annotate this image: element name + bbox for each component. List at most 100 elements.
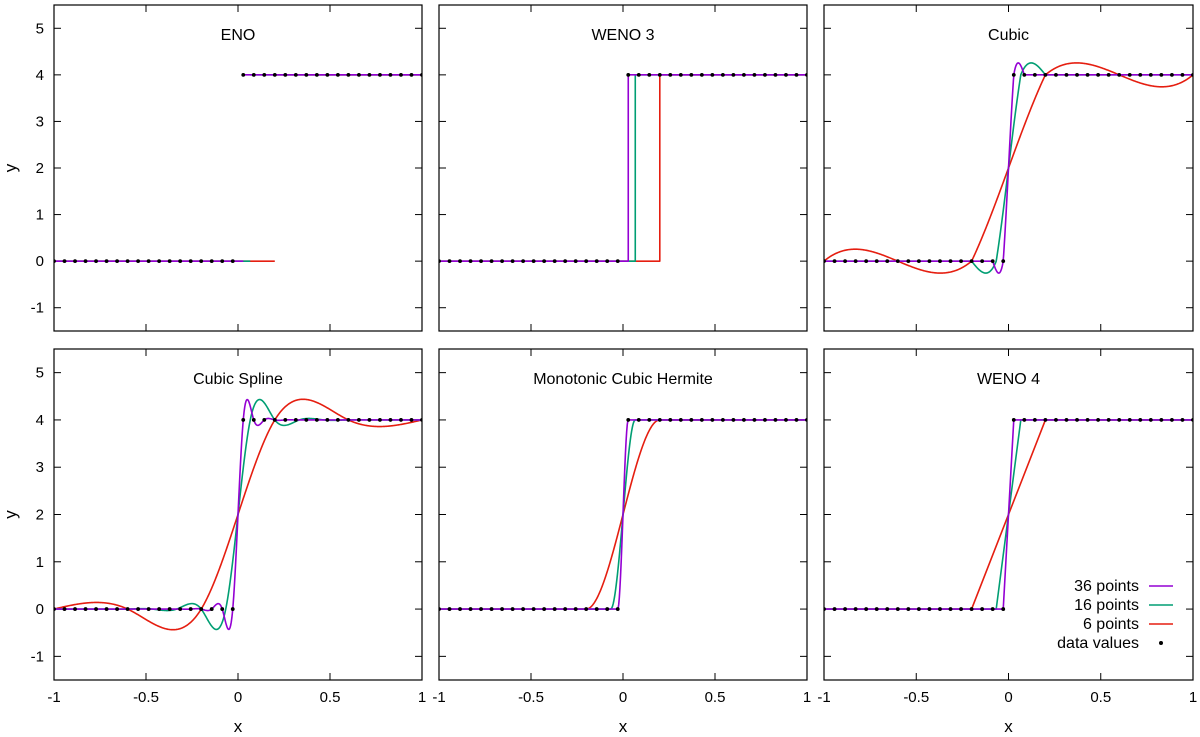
data-point (563, 259, 568, 264)
y-tick-label: 2 (36, 160, 44, 177)
data-point (188, 607, 193, 611)
data-point (594, 607, 599, 611)
legend-label: 6 points (1083, 616, 1139, 633)
data-point (853, 607, 858, 611)
panel-frame (823, 4, 1194, 332)
data-point (773, 418, 778, 422)
data-point (479, 607, 483, 611)
data-point (1138, 72, 1143, 77)
data-point (1106, 418, 1111, 422)
data-point (1054, 72, 1058, 77)
legend-label: data values (1057, 635, 1139, 652)
data-point (731, 418, 736, 422)
data-point (178, 259, 183, 264)
panel-title: ENO (221, 27, 256, 44)
data-point (552, 259, 557, 264)
legend-label: 16 points (1074, 597, 1139, 614)
data-point (678, 72, 683, 77)
data-point (980, 607, 985, 611)
data-point (241, 72, 246, 77)
legend-marker (1159, 641, 1163, 645)
data-point (990, 259, 995, 264)
data-point (510, 607, 515, 611)
data-point (731, 72, 736, 77)
data-point (969, 607, 974, 611)
data-point (773, 72, 778, 77)
x-tick-label: 1 (418, 689, 426, 706)
data-point (699, 72, 704, 77)
y-tick-label: -1 (31, 300, 44, 317)
y-tick-label: 1 (36, 207, 44, 224)
data-point (1001, 259, 1006, 264)
data-point (293, 72, 298, 77)
series-line-6-points (439, 74, 807, 262)
panel-title: Cubic Spline (193, 371, 283, 388)
y-tick-label: 4 (36, 412, 44, 429)
data-point (552, 607, 557, 611)
data-point (73, 259, 77, 264)
series-line-16-points (439, 74, 807, 262)
data-point (885, 607, 890, 611)
panel-title: Cubic (988, 27, 1029, 44)
data-point (272, 418, 277, 422)
data-point (62, 607, 67, 611)
series-line-36-points (439, 419, 807, 610)
x-axis-label: x (234, 717, 243, 736)
y-tick-label: -1 (31, 648, 44, 665)
data-point (83, 607, 88, 611)
x-axis-label: x (619, 717, 628, 736)
data-point (230, 607, 235, 611)
x-tick-label: 0.5 (705, 689, 726, 706)
data-point (1148, 418, 1153, 422)
data-point (479, 259, 483, 264)
x-tick-label: 0 (234, 689, 242, 706)
data-point (1022, 72, 1027, 77)
data-point (500, 259, 504, 264)
data-point (832, 259, 837, 264)
data-point (794, 418, 799, 422)
y-tick-label: 1 (36, 554, 44, 571)
data-point (262, 72, 267, 77)
data-point (699, 418, 704, 422)
legend-label: 36 points (1074, 578, 1139, 595)
data-point (1106, 72, 1111, 77)
data-point (283, 72, 288, 77)
data-point (521, 259, 526, 264)
data-point (959, 607, 963, 611)
data-point (178, 607, 183, 611)
data-point (199, 607, 204, 611)
data-point (689, 418, 694, 422)
data-point (104, 259, 109, 264)
data-point (1096, 418, 1101, 422)
data-point (763, 72, 767, 77)
data-point (1159, 418, 1164, 422)
data-point (367, 72, 372, 77)
data-point (314, 72, 319, 77)
data-point (489, 607, 494, 611)
x-tick-label: 0 (1004, 689, 1012, 706)
panel-frame (53, 348, 423, 681)
curves (439, 418, 807, 611)
data-point (720, 418, 725, 422)
data-point (605, 259, 610, 264)
data-point (573, 259, 578, 264)
x-tick-label: 0 (619, 689, 627, 706)
data-point (199, 259, 204, 264)
data-point (742, 72, 746, 77)
panel-eno: -1 0 1 2 3 4 5 ENO y (1, 4, 423, 332)
data-point (1117, 418, 1122, 422)
data-point (843, 259, 847, 264)
data-point (1085, 418, 1090, 422)
data-point (115, 607, 119, 611)
data-point (1032, 72, 1037, 77)
data-point (220, 607, 225, 611)
data-point (62, 259, 67, 264)
data-point (1011, 418, 1016, 422)
y-tick-label: 4 (36, 67, 44, 84)
data-point (938, 259, 942, 264)
data-point (447, 607, 452, 611)
y-tick-label: 5 (36, 365, 44, 382)
data-point (157, 259, 162, 264)
data-point (357, 72, 361, 77)
data-point (1064, 72, 1069, 77)
